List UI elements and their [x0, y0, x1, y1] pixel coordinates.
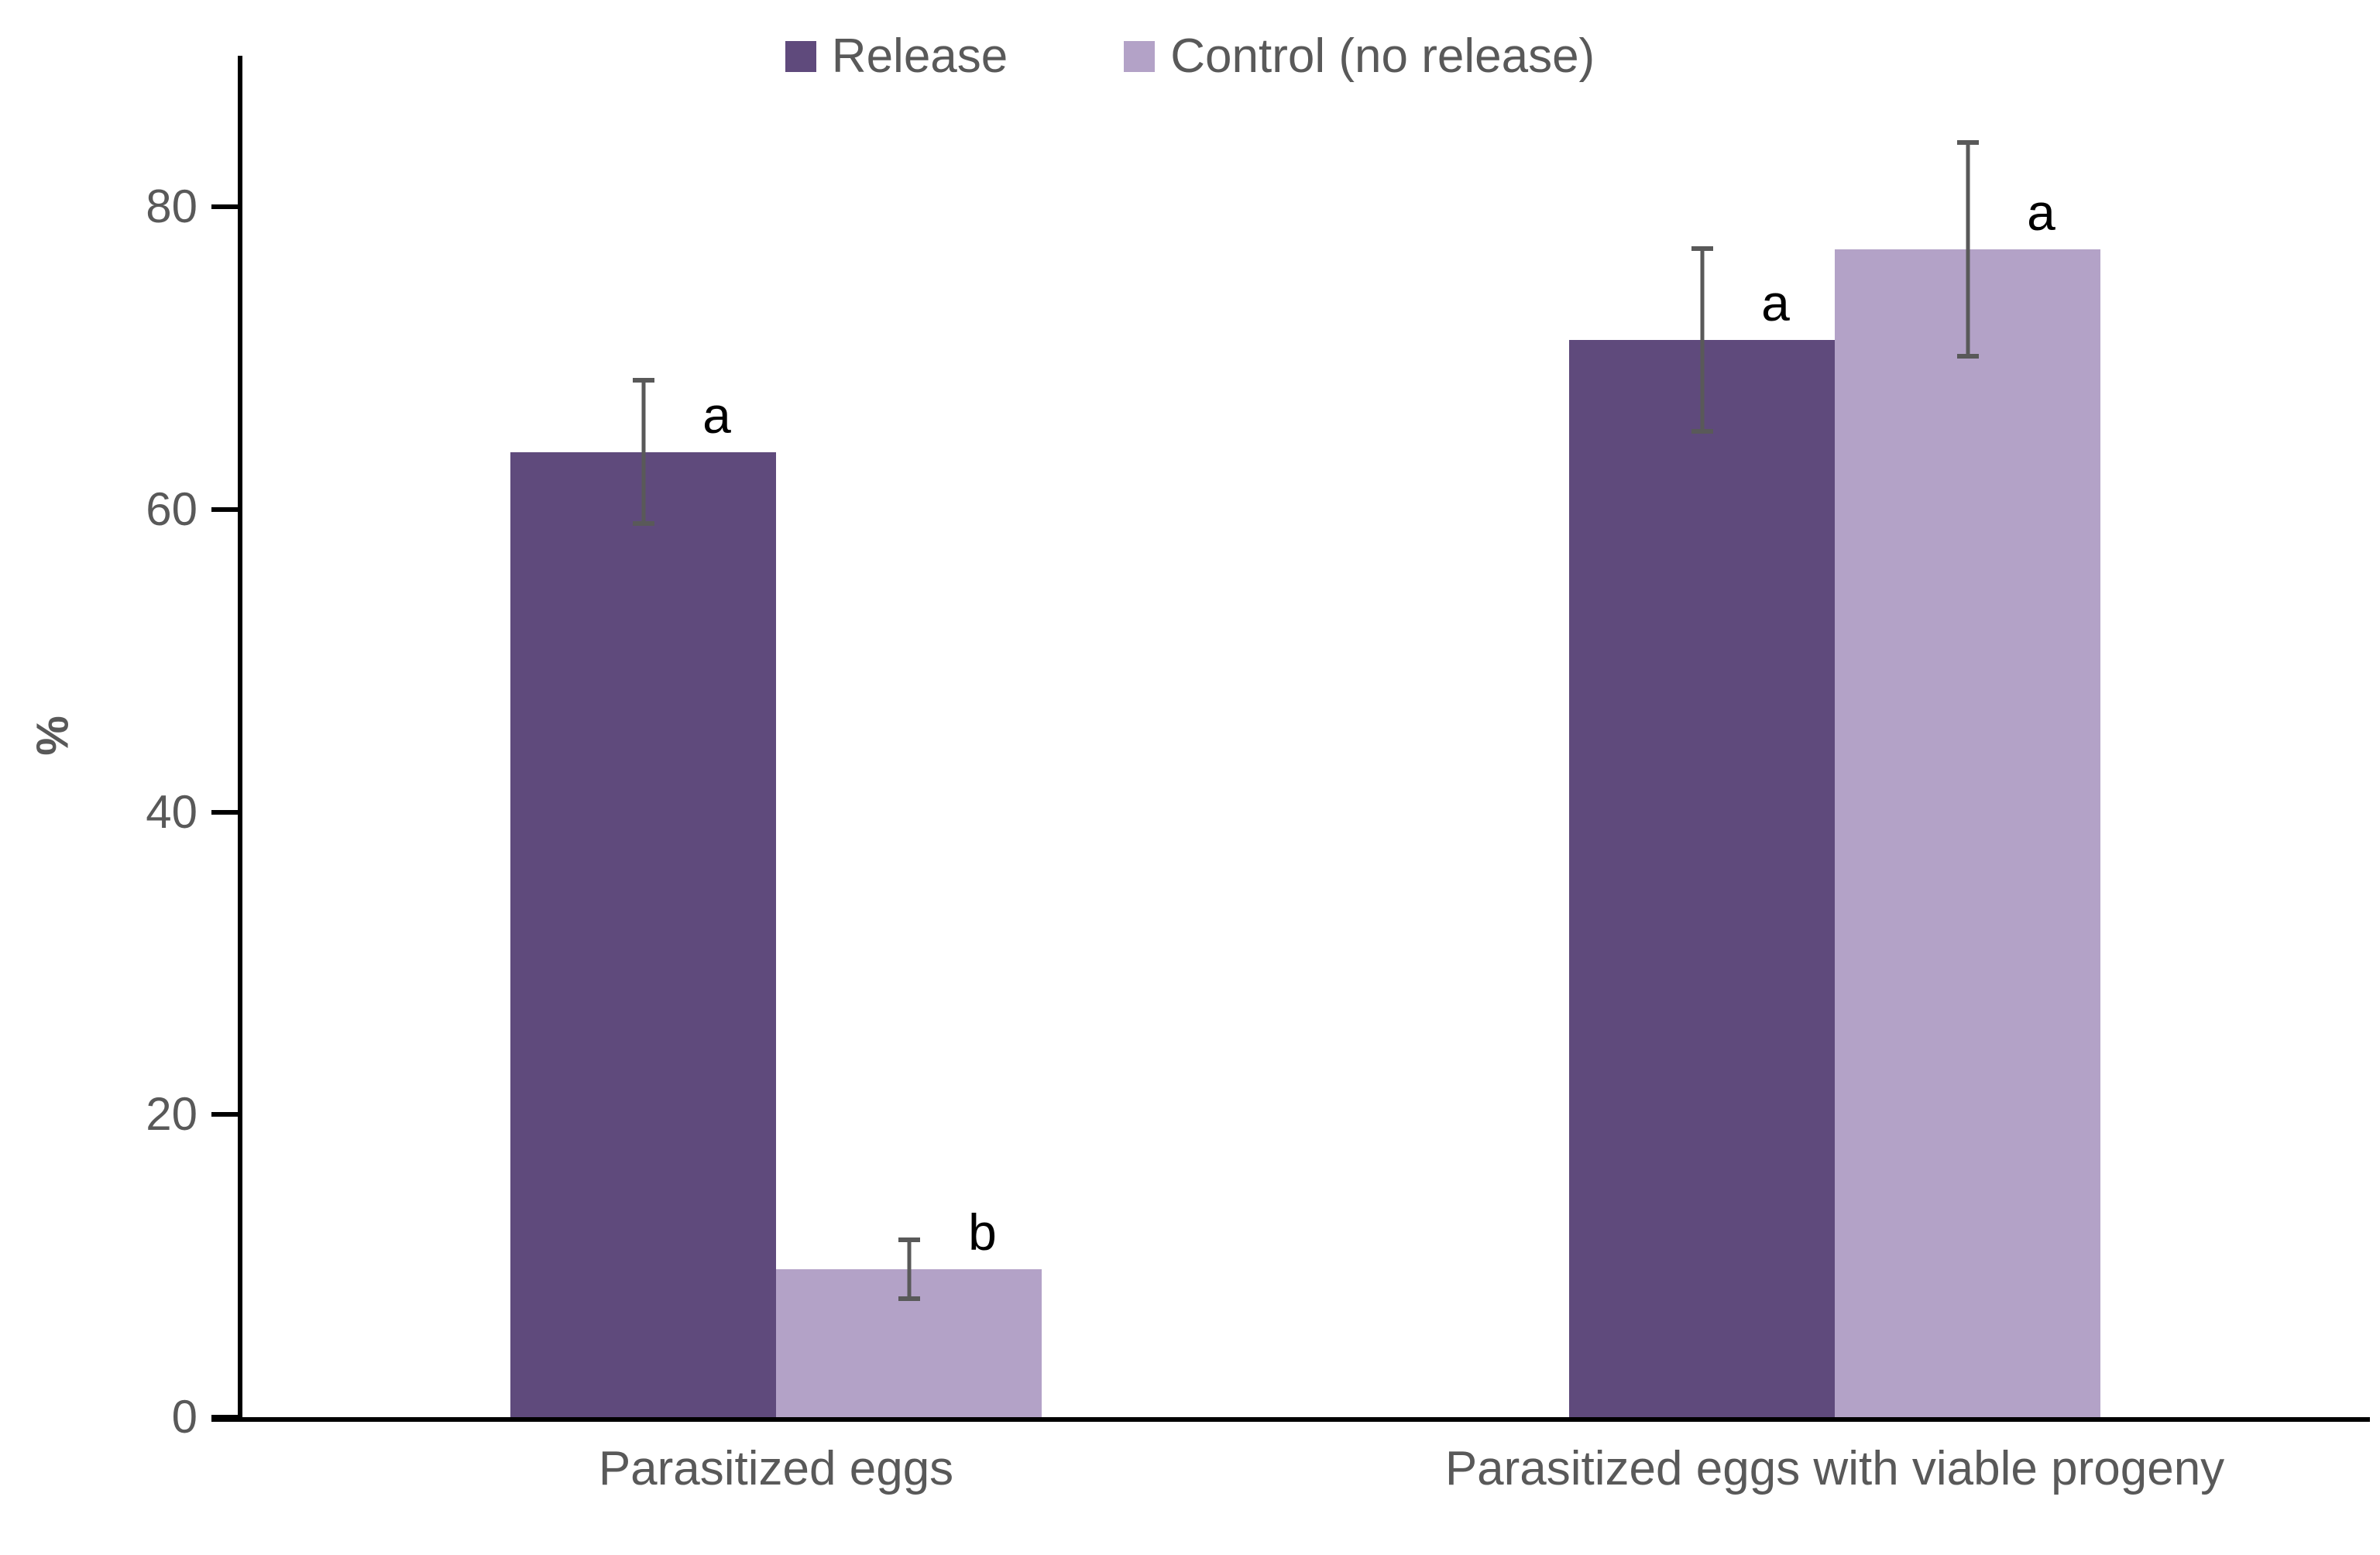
- error-bar: [628, 378, 659, 527]
- x-axis-line: [211, 1417, 2370, 1422]
- y-tick-mark: [211, 1415, 238, 1419]
- y-tick-label: 60: [146, 483, 197, 535]
- y-tick-mark: [211, 507, 238, 512]
- y-tick-mark: [211, 1112, 238, 1117]
- y-tick-label: 80: [146, 180, 197, 233]
- legend-swatch-icon: [785, 41, 816, 72]
- legend: Release Control (no release): [0, 33, 2380, 81]
- significance-letter: a: [702, 386, 731, 444]
- error-bar-line: [641, 378, 645, 527]
- bar-control-no-release-2: [1835, 249, 2100, 1417]
- error-bar-cap-top: [632, 378, 654, 383]
- error-bar-line: [907, 1237, 911, 1301]
- error-bar-cap-top: [1956, 140, 1979, 146]
- error-bar-line: [1966, 140, 1970, 359]
- legend-item-control-no-release: Control (no release): [1124, 33, 1595, 81]
- error-bar-line: [1700, 246, 1704, 434]
- legend-label: Control (no release): [1170, 29, 1595, 83]
- category-label-2: Parasitized eggs with viable progeny: [1444, 1442, 2225, 1495]
- category-label-1: Parasitized eggs: [598, 1442, 954, 1495]
- error-bar-cap-bottom: [632, 521, 654, 527]
- plot-area: 0 20 40 60 80 a b a a Parasitized eggs Parasitiz…: [146, 56, 2370, 1493]
- error-bar-cap-bottom: [1691, 429, 1713, 434]
- legend-label: Release: [831, 29, 1008, 83]
- y-tick-label: 0: [171, 1391, 197, 1443]
- y-axis-line: [238, 56, 242, 1417]
- legend-item-release: Release: [785, 33, 1008, 81]
- legend-swatch-icon: [1124, 41, 1156, 72]
- error-bar-cap-top: [1691, 246, 1713, 252]
- error-bar: [1687, 246, 1718, 434]
- y-tick-label: 40: [146, 785, 197, 838]
- error-bar-cap-bottom: [1956, 353, 1979, 359]
- y-tick-mark: [211, 809, 238, 815]
- error-bar-cap-top: [898, 1237, 920, 1242]
- error-bar: [1952, 140, 1983, 359]
- significance-letter: b: [968, 1203, 997, 1261]
- bar-release-2: [1569, 340, 1835, 1417]
- error-bar: [894, 1237, 925, 1301]
- significance-letter: a: [1761, 274, 1790, 332]
- bar-release-1: [510, 451, 776, 1417]
- y-tick-mark: [211, 204, 238, 210]
- y-tick-label: 20: [146, 1088, 197, 1141]
- error-bar-cap-bottom: [898, 1296, 920, 1301]
- y-axis-title: %: [27, 716, 78, 756]
- significance-letter: a: [2027, 184, 2055, 242]
